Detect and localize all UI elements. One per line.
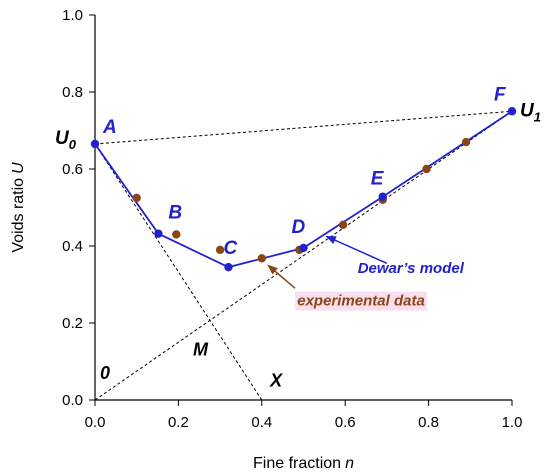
reference-line — [94, 110, 513, 401]
x-ticks: 0.0 0.2 0.4 0.6 0.8 1.0 — [85, 400, 523, 431]
point-label-f: F — [494, 84, 507, 105]
model-points — [90, 107, 517, 272]
experimental-point — [132, 193, 141, 203]
point-label-d: D — [292, 217, 306, 238]
series-lines — [94, 110, 513, 269]
m-label: M — [193, 340, 209, 360]
experimental-point — [172, 230, 181, 239]
reference-line — [94, 143, 263, 401]
model-point — [224, 262, 233, 272]
y-tick-label: 0.8 — [62, 84, 83, 101]
model-point — [378, 192, 387, 201]
x-point-label: X — [269, 371, 283, 391]
x-axis-label-symbol: n — [345, 455, 354, 472]
reference-lines — [94, 110, 513, 401]
y-tick-label: 0.4 — [62, 238, 83, 255]
annotation-arrows — [267, 235, 388, 289]
model-point — [90, 139, 100, 149]
u0-label: U0 — [55, 128, 77, 152]
experimental-data-label: experimental data — [297, 293, 425, 310]
experimental-point — [257, 254, 266, 263]
point-label-b: B — [168, 203, 182, 224]
model-point — [507, 107, 517, 116]
y-ticks: 0.0 0.2 0.4 0.6 0.8 1.0 — [62, 7, 95, 409]
axes — [94, 15, 512, 401]
u1-sub: 1 — [534, 109, 541, 124]
y-tick-label: 0.6 — [62, 161, 83, 178]
experimental-point — [338, 220, 348, 230]
experimental-point — [215, 245, 225, 255]
x-tick-label: 0.8 — [418, 414, 439, 431]
dewars-model-label: Dewar’s model — [358, 260, 465, 277]
model-point — [299, 243, 308, 253]
point-labels: A B C D E F — [102, 84, 507, 259]
model-point — [154, 229, 163, 238]
x-tick-label: 0.4 — [251, 414, 272, 431]
x-tick-label: 0.2 — [168, 414, 189, 431]
y-tick-label: 1.0 — [62, 7, 83, 24]
y-axis-label-symbol: U — [10, 162, 27, 174]
experimental-data-arrow — [267, 264, 296, 289]
point-label-c: C — [223, 238, 237, 259]
x-axis-label: Fine fraction n — [253, 455, 354, 472]
y-tick-label: 0.0 — [62, 392, 83, 409]
dewars-model-arrow — [325, 235, 388, 265]
point-label-a: A — [102, 117, 117, 138]
experimental-point — [461, 137, 471, 147]
reference-line — [94, 110, 513, 145]
x-tick-label: 1.0 — [502, 414, 523, 431]
u1-label: U1 — [520, 100, 541, 124]
experimental-points — [132, 137, 471, 263]
x-tick-label: 0.0 — [85, 414, 106, 431]
experimental-label-highlight — [295, 291, 427, 311]
dewars-model-line — [94, 110, 513, 269]
u0-main: U — [55, 128, 70, 149]
x-axis-label-text: Fine fraction — [253, 455, 341, 472]
y-axis-label-text: Voids ratio — [10, 178, 27, 253]
u1-main: U — [520, 100, 535, 121]
x-tick-label: 0.6 — [335, 414, 356, 431]
point-label-e: E — [371, 169, 385, 190]
origin-label: 0 — [100, 363, 110, 383]
u0-sub: 0 — [69, 137, 77, 152]
experimental-point — [422, 164, 431, 174]
y-axis-label: Voids ratio U — [10, 162, 27, 253]
y-tick-label: 0.2 — [62, 315, 83, 332]
